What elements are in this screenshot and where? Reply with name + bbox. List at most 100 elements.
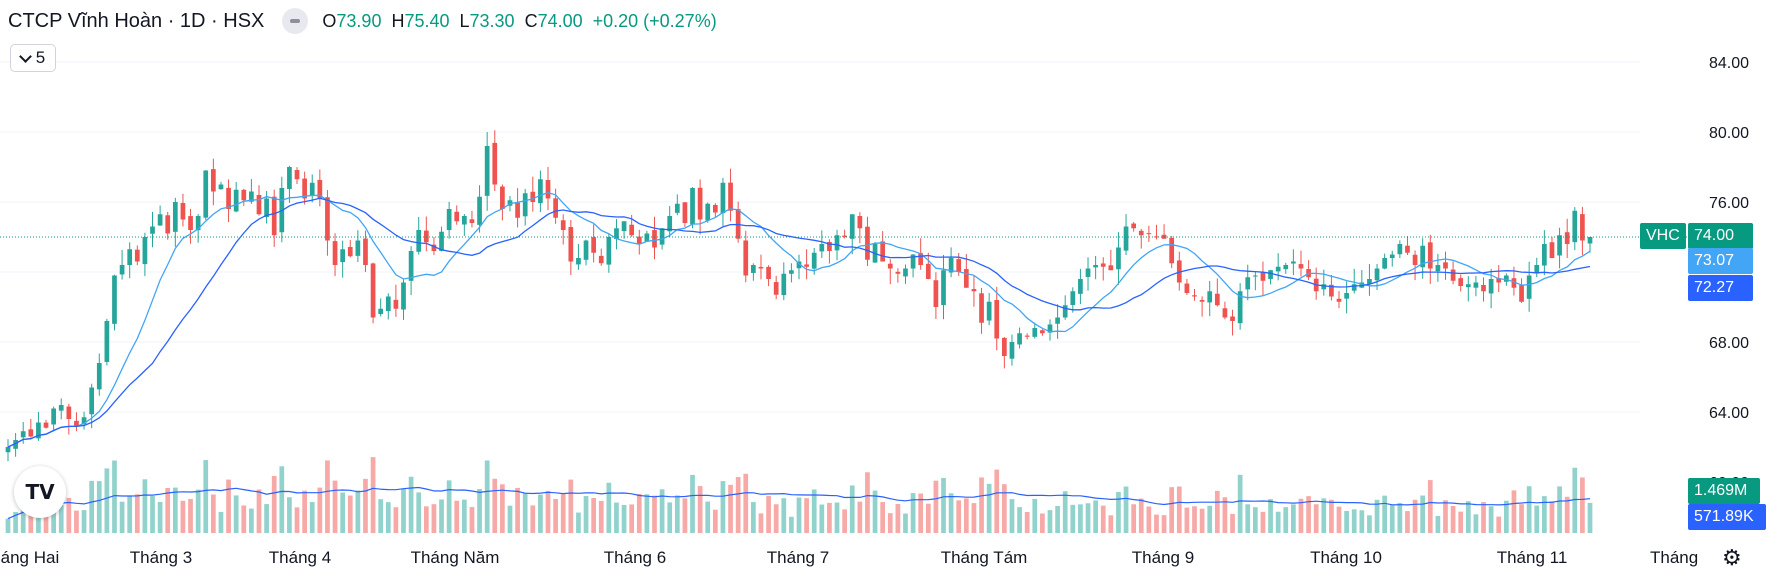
volume-bar <box>294 507 300 533</box>
candle-body <box>621 221 627 232</box>
volume-bar <box>89 480 95 533</box>
time-axis-label: Tháng Hai <box>0 548 59 567</box>
volume-bar <box>507 505 513 533</box>
volume-bar <box>370 457 376 533</box>
volume-bar <box>910 493 916 533</box>
candle-body <box>1473 282 1479 288</box>
volume-bar <box>1503 500 1509 533</box>
candle-body <box>629 224 635 236</box>
ma-fast-tag: 73.07 <box>1688 248 1753 274</box>
candle-body <box>1207 291 1213 303</box>
volume-bar <box>887 513 893 533</box>
volume-bar <box>1572 467 1578 533</box>
candle-body <box>317 179 323 199</box>
volume-bar <box>849 485 855 533</box>
volume-bar <box>203 460 209 533</box>
candle-body <box>1420 245 1426 268</box>
candle-body <box>963 269 969 288</box>
candle-body <box>218 184 224 190</box>
candle-body <box>1154 236 1159 238</box>
minus-icon[interactable] <box>282 8 309 34</box>
volume-bar <box>880 502 886 533</box>
tradingview-logo-icon[interactable]: TV <box>14 466 66 518</box>
change-value: +0.20 (+0.27%) <box>592 10 717 31</box>
candle-body <box>1268 270 1273 279</box>
volume-bar <box>933 480 939 533</box>
volume-bar <box>1458 511 1464 533</box>
candle-body <box>1245 277 1251 290</box>
volume-tag: 1.469M <box>1688 478 1760 504</box>
volume-bar <box>1199 508 1205 533</box>
candle-body <box>507 200 513 206</box>
candle-body <box>332 241 338 265</box>
volume-bar <box>446 480 452 533</box>
candle-body <box>1222 308 1228 318</box>
volume-bar <box>735 477 741 533</box>
volume-bar <box>903 513 908 533</box>
candle-body <box>203 170 209 218</box>
candle-body <box>454 211 460 222</box>
volume-bar <box>484 460 490 533</box>
low-value: 73.30 <box>469 10 515 31</box>
volume-bar <box>271 476 277 533</box>
candle-body <box>796 261 802 269</box>
volume-bar <box>134 494 140 533</box>
candle-body <box>674 203 680 213</box>
candle-body <box>271 196 277 236</box>
volume-bar <box>340 492 346 533</box>
price-axis-label: 64.00 <box>1709 405 1749 422</box>
volume-bar <box>773 504 779 533</box>
volume-bar <box>226 479 231 533</box>
open-label: O <box>322 10 337 31</box>
candle-body <box>682 202 688 223</box>
candle-body <box>560 220 566 230</box>
candle-body <box>1070 291 1076 306</box>
candle-body <box>287 167 292 189</box>
volume-bar <box>545 490 551 533</box>
volume-bar <box>210 494 216 533</box>
indicators-toggle-button[interactable]: 5 <box>10 44 56 72</box>
volume-bar <box>309 502 315 533</box>
candle-body <box>1040 330 1045 334</box>
settings-gear-icon[interactable]: ⚙ <box>1722 545 1742 570</box>
volume-bar <box>1252 507 1258 533</box>
volume-bar <box>1359 510 1365 533</box>
time-axis-label: Tháng Tám <box>941 548 1028 567</box>
candle-body <box>1123 226 1129 251</box>
candle-body <box>1526 275 1532 299</box>
volume-bar <box>1557 486 1562 533</box>
candle-body <box>781 273 787 296</box>
volume-bar <box>477 488 482 533</box>
volume-bar <box>553 498 558 533</box>
volume-bar <box>1222 497 1228 533</box>
candle-body <box>393 299 399 309</box>
candle-body <box>1481 284 1486 292</box>
candle-body <box>469 219 475 223</box>
volume-bar <box>872 490 878 533</box>
candle-body <box>500 186 505 209</box>
candle-body <box>134 249 140 262</box>
candle-body <box>933 280 939 307</box>
candle-body <box>568 227 574 262</box>
volume-bar <box>1154 514 1159 533</box>
candle-body <box>842 235 847 237</box>
symbol-title[interactable]: CTCP Vĩnh Hoàn · 1D · HSX <box>8 9 265 32</box>
volume-bar <box>865 472 870 533</box>
volume-bar <box>1176 486 1182 533</box>
candle-body <box>1017 333 1022 345</box>
volume-bar <box>1017 507 1022 533</box>
volume-bar <box>1131 504 1137 533</box>
volume-bar <box>241 505 247 533</box>
candle-body <box>385 296 391 312</box>
candle-body <box>104 321 110 362</box>
volume-bar <box>1245 504 1251 533</box>
volume-bar <box>682 498 688 533</box>
volume-bar <box>530 505 536 533</box>
volume-bar <box>667 502 673 533</box>
time-axis[interactable]: Tháng Hai Tháng 3 Tháng 4 Tháng Năm Tháng 6 T… <box>0 540 1777 577</box>
candle-body <box>127 249 133 266</box>
volume-bar <box>1496 516 1502 533</box>
volume-bar <box>142 479 148 533</box>
volume-bar <box>1070 504 1076 533</box>
